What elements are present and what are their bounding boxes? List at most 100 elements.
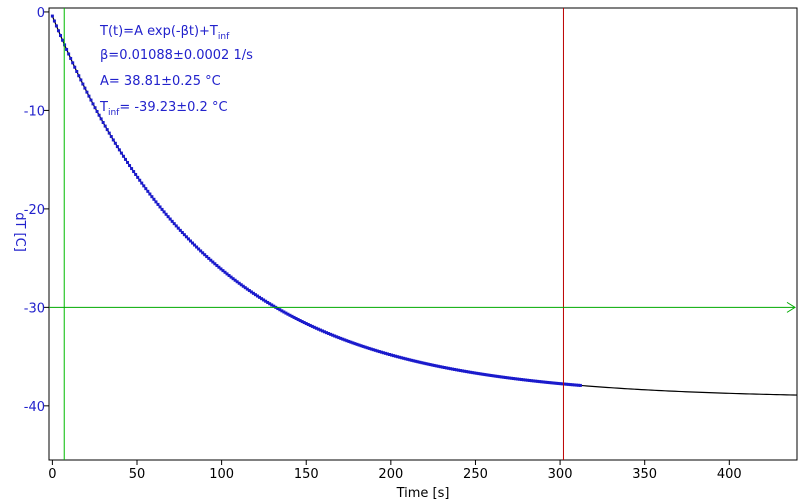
data-point <box>300 320 304 324</box>
data-point <box>459 369 463 373</box>
data-point <box>148 192 152 196</box>
data-point <box>570 383 574 387</box>
data-point <box>184 235 188 239</box>
data-point <box>473 371 477 375</box>
data-point <box>493 374 497 378</box>
data-point <box>522 378 526 382</box>
data-point <box>229 275 233 279</box>
data-point <box>467 370 471 374</box>
data-point <box>379 350 383 354</box>
data-point <box>400 356 404 360</box>
data-point <box>85 90 89 94</box>
plot-frame <box>48 7 798 461</box>
data-point <box>134 172 138 176</box>
data-point <box>513 377 517 381</box>
data-point <box>461 369 465 373</box>
data-point <box>487 373 491 377</box>
data-point <box>428 363 432 367</box>
data-point <box>83 86 87 90</box>
data-point <box>548 381 552 385</box>
data-points-layer <box>50 14 582 387</box>
x-tick-label: 250 <box>463 467 488 482</box>
data-point <box>314 326 318 330</box>
data-point <box>442 366 446 369</box>
data-point <box>546 380 550 384</box>
x-tick-label: 150 <box>294 467 319 482</box>
x-tick-label: 0 <box>48 467 56 482</box>
data-point <box>81 82 85 86</box>
data-point <box>71 61 75 65</box>
data-point <box>463 369 467 373</box>
data-point <box>515 377 519 381</box>
data-point <box>308 323 312 327</box>
data-point <box>280 309 284 313</box>
x-tick-label: 100 <box>209 467 234 482</box>
y-tick-label: -10 <box>24 104 45 119</box>
data-point <box>528 378 532 382</box>
data-point <box>93 106 97 110</box>
data-point <box>298 319 302 323</box>
data-point <box>572 383 576 387</box>
data-point <box>61 38 65 42</box>
data-point <box>390 353 394 357</box>
data-point <box>511 377 515 381</box>
data-point <box>351 341 355 345</box>
data-point <box>203 253 207 257</box>
data-point <box>556 381 560 385</box>
data-point <box>394 354 398 358</box>
data-point <box>426 362 430 366</box>
data-point <box>95 109 99 113</box>
data-point <box>50 14 54 18</box>
data-point <box>377 350 381 354</box>
data-point <box>381 351 385 355</box>
data-point <box>310 324 314 328</box>
data-point <box>536 379 540 383</box>
data-point <box>325 331 329 335</box>
data-point <box>343 338 347 342</box>
annotation-tinf-sub: inf <box>108 108 120 118</box>
data-point <box>113 141 117 145</box>
data-point <box>290 314 294 318</box>
x-axis-label: Time [s] <box>396 486 450 501</box>
data-point <box>117 148 121 152</box>
data-point <box>469 370 473 374</box>
data-point <box>444 366 448 370</box>
data-point <box>497 375 501 379</box>
data-point <box>221 269 225 273</box>
annotation-formula: T(t)=A exp(-βt)+Tinf <box>99 24 230 42</box>
data-point <box>306 322 310 326</box>
data-point <box>164 212 168 216</box>
y-tick-label: -30 <box>24 301 45 316</box>
fit-annotation: T(t)=A exp(-βt)+Tinf β=0.01088±0.0002 1/… <box>99 24 253 118</box>
data-point <box>566 382 570 386</box>
data-point <box>304 322 308 326</box>
data-point <box>365 346 369 350</box>
data-point <box>258 295 262 299</box>
data-point <box>359 344 363 348</box>
data-point <box>552 381 556 385</box>
data-point <box>485 373 489 377</box>
data-point <box>410 358 414 362</box>
data-point <box>544 380 548 384</box>
data-point <box>477 372 481 376</box>
data-point <box>434 364 438 368</box>
data-point <box>479 372 483 376</box>
x-tick-label: 350 <box>632 467 657 482</box>
data-point <box>278 308 282 312</box>
data-point <box>576 383 580 387</box>
data-point <box>564 382 568 386</box>
data-point <box>174 224 178 228</box>
data-point <box>402 356 406 360</box>
y-axis-label: dT [C] <box>12 212 27 252</box>
data-point <box>97 113 101 117</box>
data-point <box>209 258 213 262</box>
data-point <box>503 375 507 379</box>
data-point <box>481 372 485 376</box>
cursor-layer <box>49 8 796 460</box>
data-point <box>123 157 127 161</box>
data-point <box>532 379 536 383</box>
x-tick-label: 50 <box>129 467 146 482</box>
data-point <box>331 333 335 337</box>
data-point <box>168 217 172 221</box>
data-point <box>223 270 227 274</box>
